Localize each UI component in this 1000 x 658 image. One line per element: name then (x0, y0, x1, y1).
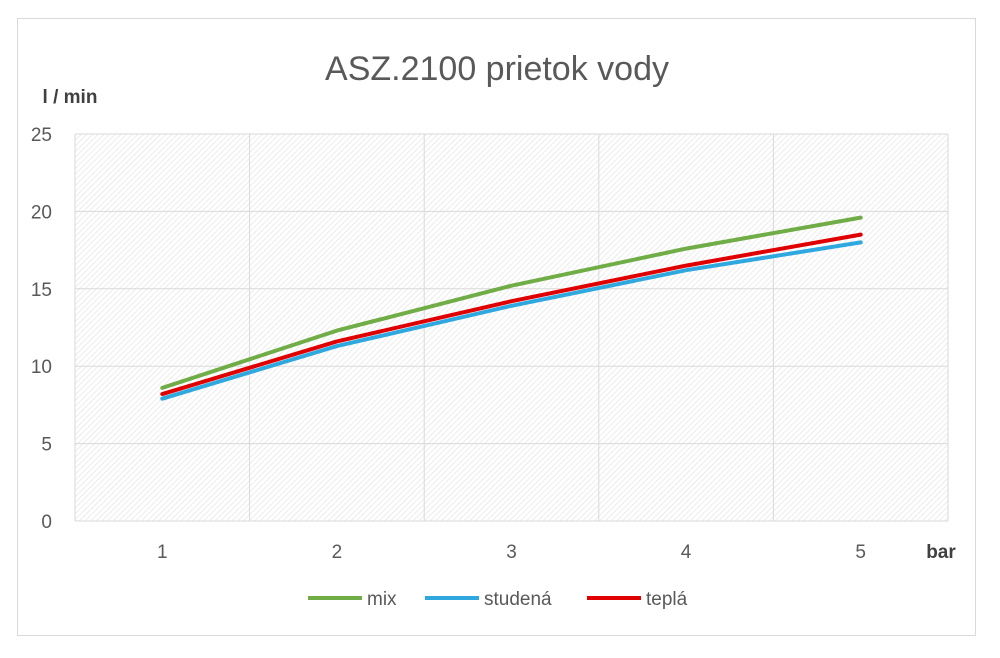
legend-label-studená: studená (484, 589, 552, 610)
x-tick-label: 5 (855, 542, 866, 563)
x-tick-label: 4 (681, 542, 692, 563)
y-tick-label: 25 (31, 125, 52, 146)
y-tick-label: 0 (41, 512, 52, 533)
x-tick-label: 1 (157, 542, 168, 563)
chart-title: ASZ.2100 prietok vody (325, 50, 669, 88)
x-axis-label: bar (926, 542, 956, 563)
legend-label-teplá: teplá (646, 589, 688, 610)
series-line-mix (160, 215, 863, 390)
y-tick-label: 10 (31, 357, 52, 378)
y-tick-label: 15 (31, 280, 52, 301)
y-tick-label: 5 (41, 435, 52, 456)
plot-area (75, 134, 948, 521)
y-axis-label: l / min (43, 87, 98, 108)
legend-label-mix: mix (367, 589, 397, 610)
series-line-teplá (160, 232, 863, 397)
x-tick-label: 3 (506, 542, 517, 563)
y-tick-label: 20 (31, 202, 52, 223)
series-line-studená (160, 240, 863, 401)
x-tick-label: 2 (332, 542, 343, 563)
